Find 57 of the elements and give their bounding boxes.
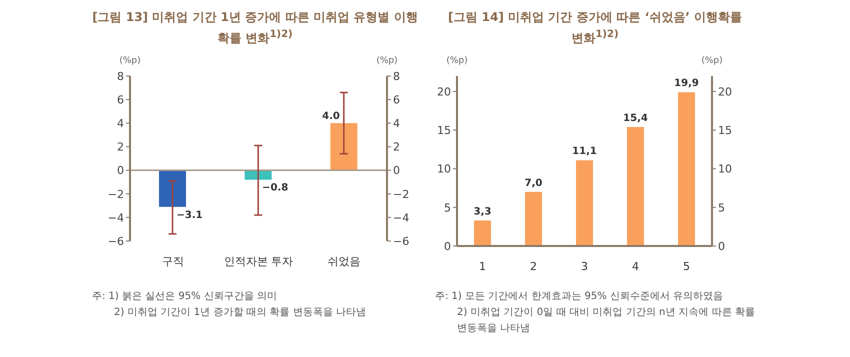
y2-tick-label: 0 bbox=[393, 164, 400, 178]
y2-tick-label: 10 bbox=[718, 162, 732, 176]
text: 2) 미취업 기간이 1년 증가할 때의 확률 변동폭을 나타냄 bbox=[113, 306, 368, 320]
bar bbox=[474, 220, 491, 246]
y-tick-label: 6 bbox=[117, 93, 124, 106]
y2-tick-label: 4 bbox=[393, 117, 400, 130]
data-label: −0.8 bbox=[262, 182, 288, 194]
y2-tick-label: 8 bbox=[393, 70, 400, 83]
x-tick-label: 인적자본 투자 bbox=[224, 254, 294, 268]
y-tick-label: −4 bbox=[108, 211, 124, 224]
x-tick-label: 5 bbox=[683, 260, 690, 273]
data-label: −3.1 bbox=[176, 210, 203, 221]
y2-tick-label: 2 bbox=[393, 140, 400, 154]
data-label: 15,4 bbox=[623, 113, 648, 124]
y-tick-label: −2 bbox=[108, 188, 124, 201]
text: 주: 1) 붉은 실선은 95% 신뢰구간을 의미 bbox=[92, 290, 278, 304]
x-tick-label: 구직 bbox=[162, 254, 184, 268]
chart-title: [그림 13] 미취업 기간 1년 증가에 따른 미취업 유형별 이행확률 변화$^{1)2)}$ bbox=[91, 9, 419, 47]
y-tick-label: 5 bbox=[444, 201, 451, 214]
y2-tick-label: 15 bbox=[718, 124, 732, 137]
x-tick-label: 3 bbox=[581, 260, 588, 273]
data-label: 19,9 bbox=[674, 78, 699, 90]
y2-tick-label: 5 bbox=[718, 201, 725, 214]
bar bbox=[576, 160, 593, 246]
y2-tick-label: −4 bbox=[393, 211, 410, 224]
y-axis-title: (%p) bbox=[445, 56, 469, 66]
y-tick-label: 0 bbox=[117, 164, 124, 178]
x-tick-label: 쉬었음 bbox=[328, 254, 361, 268]
data-label: 7,0 bbox=[524, 178, 542, 189]
y2-tick-label: 0 bbox=[718, 240, 725, 253]
bar bbox=[525, 192, 542, 246]
bar bbox=[627, 127, 644, 246]
x-tick-label: 2 bbox=[530, 260, 537, 273]
y2-axis-title: (%p) bbox=[700, 56, 724, 66]
y-tick-label: 0 bbox=[444, 240, 451, 253]
y2-tick-label: −2 bbox=[393, 188, 410, 201]
y-tick-label: 15 bbox=[437, 124, 451, 137]
data-label: 4.0 bbox=[322, 111, 340, 122]
y2-tick-label: 6 bbox=[393, 93, 400, 106]
y-tick-label: 20 bbox=[437, 85, 451, 98]
bar bbox=[678, 92, 695, 246]
chart-title: [그림 14] 미취업 기간 증가에 따른 ‘쉬었음’ 이행확률 변화$^{1)2)}$ bbox=[446, 9, 744, 47]
y2-axis-title: (%p) bbox=[375, 56, 399, 66]
y-tick-label: 8 bbox=[117, 70, 124, 83]
x-tick-label: 4 bbox=[632, 260, 639, 273]
data-label: 3,3 bbox=[474, 206, 492, 218]
y-tick-label: 4 bbox=[117, 117, 124, 130]
x-tick-label: 1 bbox=[479, 260, 486, 273]
text: 주: 1) 모든 기간에서 한계효과는 95% 신뢰수준에서 유의하였음 bbox=[435, 290, 724, 304]
y-tick-label: −6 bbox=[108, 234, 124, 248]
data-label: 11,1 bbox=[572, 146, 597, 158]
y-tick-label: 2 bbox=[117, 140, 124, 154]
y-tick-label: 10 bbox=[437, 162, 451, 176]
text: 2) 미취업 기간이 0일 때 대비 미취업 기간의 n년 지속에 따른 확률 변동폭을 나타냄 bbox=[456, 306, 756, 336]
y2-tick-label: −6 bbox=[393, 234, 410, 248]
y-axis-title: (%p) bbox=[118, 56, 142, 66]
y2-tick-label: 20 bbox=[718, 85, 732, 98]
